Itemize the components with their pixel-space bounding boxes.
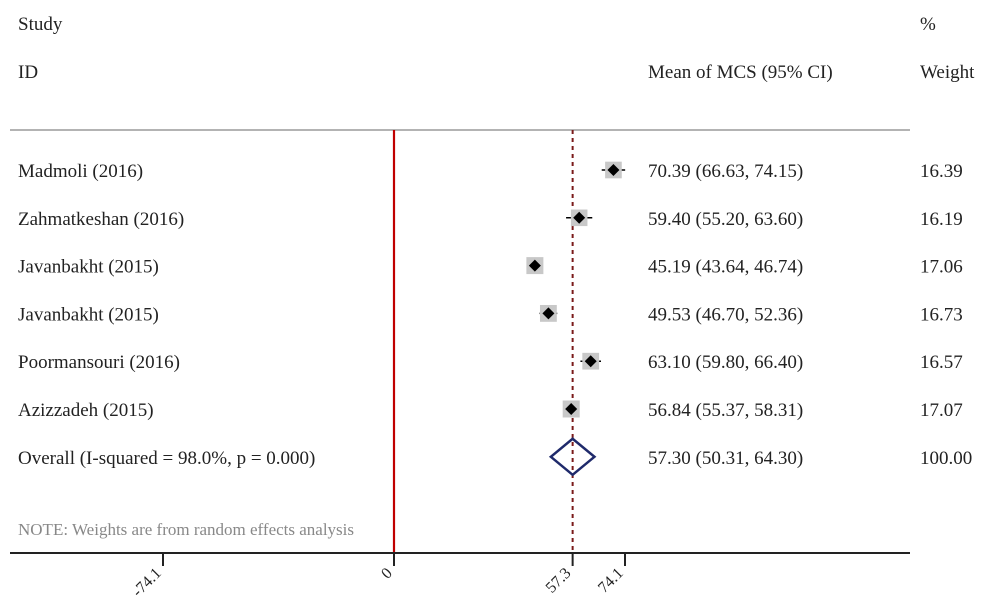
weight-value: 17.06 (920, 257, 963, 278)
weight-value: 16.57 (920, 352, 963, 373)
header-weight: Weight (920, 62, 975, 83)
ci-value: 45.19 (43.64, 46.74) (648, 257, 803, 278)
overall-diamond (548, 437, 597, 477)
ci-value: 56.84 (55.37, 58.31) (648, 400, 803, 421)
study-row: Javanbakht (2015) 49.53 (46.70, 52.36) 16.… (18, 304, 963, 325)
overall-weight-value: 100.00 (920, 448, 972, 469)
weight-value: 16.19 (920, 209, 963, 230)
estimate-marker (607, 164, 620, 176)
header-study: Study (18, 14, 63, 35)
study-row: Poormansouri (2016) 63.10 (59.80, 66.40) 1… (18, 352, 963, 373)
x-tick-label: -74.1 (129, 565, 165, 601)
study-row: Azizzadeh (2015) 56.84 (55.37, 58.31) 17.0… (18, 400, 963, 421)
header-effect: Mean of MCS (95% CI) (648, 62, 833, 83)
estimate-marker (573, 211, 586, 224)
x-tick-label: 57.3 (543, 565, 575, 597)
x-tick-label: 74.1 (595, 565, 627, 597)
study-row: Madmoli (2016) 70.39 (66.63, 74.15) 16.39 (18, 161, 963, 182)
study-label: Poormansouri (2016) (18, 352, 180, 373)
estimate-marker (528, 259, 541, 272)
study-label: Zahmatkeshan (2016) (18, 209, 184, 230)
x-tick-label: 0 (378, 565, 396, 583)
ci-value: 70.39 (66.63, 74.15) (648, 161, 803, 182)
estimate-marker (584, 355, 597, 368)
ci-value: 59.40 (55.20, 63.60) (648, 209, 803, 230)
study-label: Azizzadeh (2015) (18, 400, 154, 421)
study-row: Zahmatkeshan (2016) 59.40 (55.20, 63.60) 1… (18, 209, 963, 230)
header-id: ID (18, 62, 39, 83)
weights-note: NOTE: Weights are from random effects an… (18, 520, 354, 539)
weight-value: 16.39 (920, 161, 963, 182)
overall-label: Overall (I-squared = 98.0%, p = 0.000) (18, 448, 315, 469)
overall-ci-value: 57.30 (50.31, 64.30) (648, 448, 803, 469)
ci-value: 49.53 (46.70, 52.36) (648, 304, 803, 325)
header-weight-percent: % (920, 14, 936, 35)
study-label: Javanbakht (2015) (18, 304, 159, 325)
overall-row: Overall (I-squared = 98.0%, p = 0.000) 57… (18, 437, 972, 477)
study-row: Javanbakht (2015) 45.19 (43.64, 46.74) 17.… (18, 257, 963, 278)
study-label: Madmoli (2016) (18, 161, 143, 182)
weight-value: 17.07 (920, 400, 963, 421)
study-label: Javanbakht (2015) (18, 257, 159, 278)
estimate-marker (565, 403, 578, 415)
weight-value: 16.73 (920, 304, 963, 325)
estimate-marker (542, 307, 555, 320)
ci-value: 63.10 (59.80, 66.40) (648, 352, 803, 373)
